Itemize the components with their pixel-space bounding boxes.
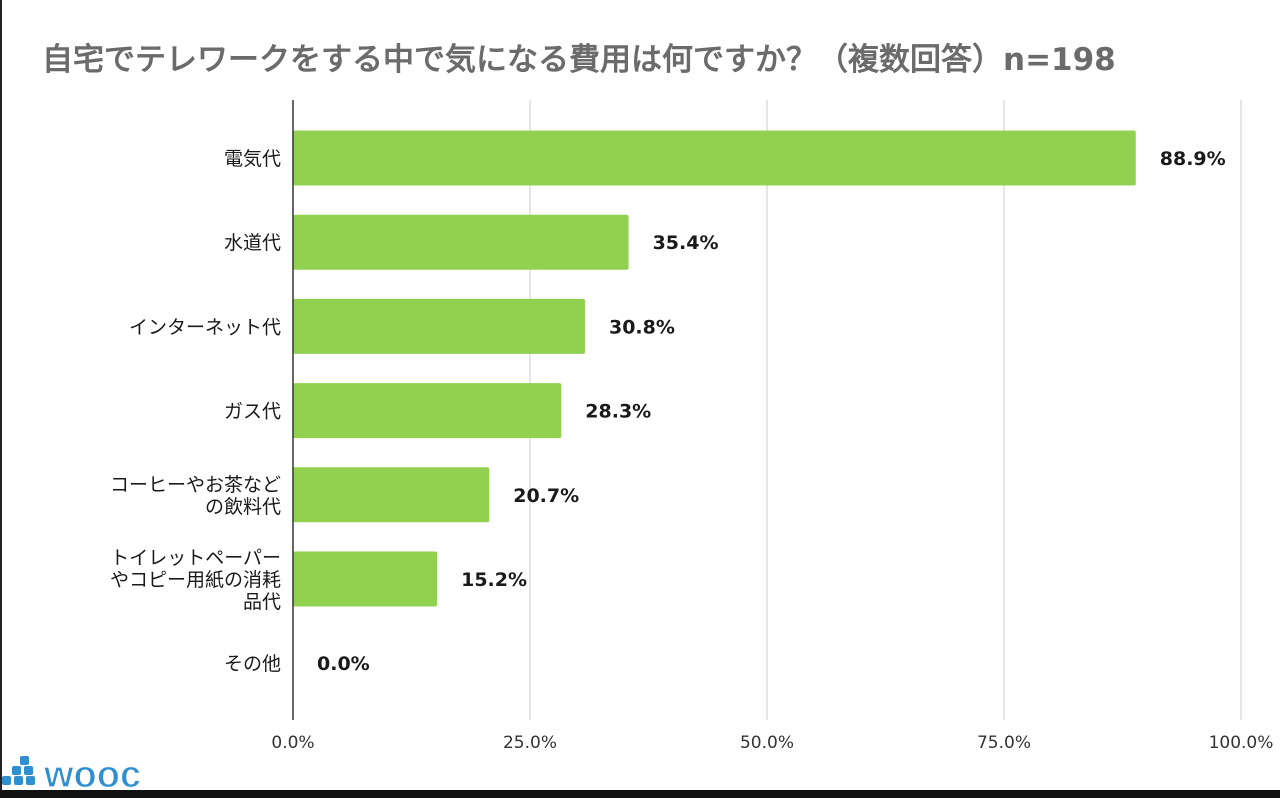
category-label: トイレットペーパーやコピー用紙の消耗品代 <box>110 547 281 613</box>
x-tick-label: 75.0% <box>977 733 1031 753</box>
bar <box>293 467 490 523</box>
category-label-line: ガス代 <box>224 401 281 423</box>
data-label: 28.3% <box>585 401 651 423</box>
category-label-line: の飲料代 <box>205 496 281 518</box>
category-label: その他 <box>224 653 281 675</box>
category-label-line: コーヒーやお茶など <box>110 474 281 496</box>
category-label-line: やコピー用紙の消耗 <box>110 569 281 591</box>
data-label: 30.8% <box>609 316 675 338</box>
data-label: 15.2% <box>461 569 527 591</box>
bar <box>293 298 585 354</box>
bottom-band <box>0 790 1280 798</box>
logo-wordmark: wooc <box>43 754 141 792</box>
bar <box>293 383 562 439</box>
data-label: 88.9% <box>1160 148 1226 170</box>
category-label: インターネット代 <box>129 316 281 338</box>
bar <box>293 130 1136 186</box>
category-label-line: 電気代 <box>224 148 281 170</box>
x-tick-label: 100.0% <box>1209 733 1274 753</box>
category-label-line: インターネット代 <box>129 316 281 338</box>
category-label-line: トイレットペーパー <box>110 547 281 569</box>
data-label: 20.7% <box>513 485 579 507</box>
category-label-line: その他 <box>224 653 281 675</box>
logo-mark-icon <box>2 756 35 785</box>
category-label: コーヒーやお茶などの飲料代 <box>110 474 281 518</box>
data-label: 0.0% <box>317 653 370 675</box>
x-tick-label: 0.0% <box>271 733 314 753</box>
category-label-line: 水道代 <box>224 232 281 254</box>
category-label-line: 品代 <box>243 591 281 613</box>
category-label: 電気代 <box>224 148 281 170</box>
x-tick-label: 25.0% <box>503 733 557 753</box>
wooc-logo: wooc <box>2 754 142 792</box>
chart-title: 自宅でテレワークをする中で気になる費用は何ですか？（複数回答）n=198 <box>42 42 1116 78</box>
left-border <box>0 0 2 798</box>
bar <box>293 551 438 607</box>
data-label: 35.4% <box>653 232 719 254</box>
category-label: ガス代 <box>224 401 281 423</box>
x-tick-label: 50.0% <box>740 733 794 753</box>
category-label: 水道代 <box>224 232 281 254</box>
bar <box>293 214 629 270</box>
